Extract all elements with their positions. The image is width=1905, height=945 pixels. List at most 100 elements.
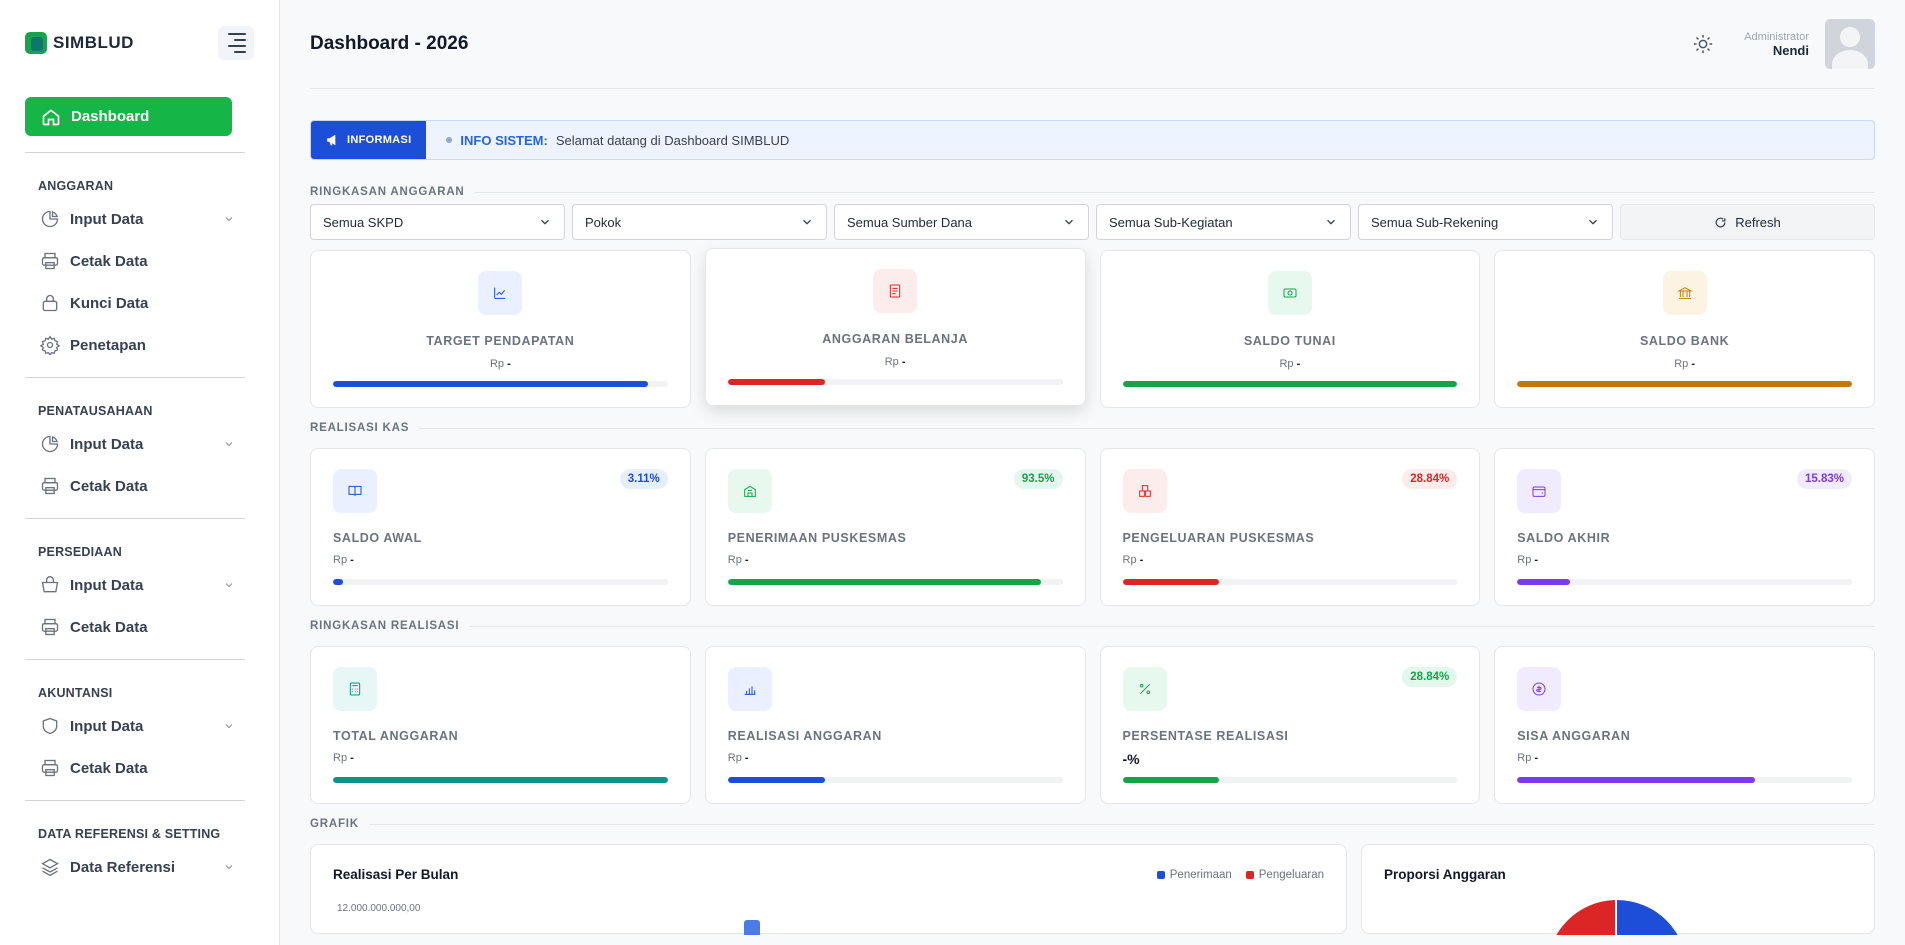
card-value-number: - [744, 752, 749, 764]
sidebar-item[interactable]: Penetapan [40, 329, 235, 361]
sidebar-item[interactable]: Data Referensi [40, 851, 235, 883]
sidebar-section: AKUNTANSI Input Data Cetak Data [0, 659, 279, 784]
progress-fill [727, 579, 1041, 585]
sidebar-nav: ANGGARAN Input Data Cetak Data Kunci Data Pe… [0, 152, 279, 883]
filter-select[interactable]: Semua Sumber Dana [834, 204, 1089, 240]
sidebar-section-title: AKUNTANSI [38, 686, 113, 700]
percent-badge: 28.84% [1402, 469, 1458, 489]
card-value-number: - [350, 752, 354, 764]
sidebar-item-dashboard[interactable]: Dashboard [25, 97, 232, 136]
chart-legend: Penerimaan Pengeluaran [1156, 869, 1324, 881]
sidebar-divider [25, 152, 245, 153]
menu-toggle-button[interactable] [218, 26, 254, 60]
sidebar-section: ANGGARAN Input Data Cetak Data Kunci Data Pe… [0, 152, 279, 361]
filter-select[interactable]: Semua Sub-Rekening [1358, 204, 1613, 240]
sidebar-item[interactable]: Cetak Data [40, 470, 235, 502]
percent-badge: 15.83% [1796, 469, 1852, 489]
card-value-number: - [1534, 752, 1539, 764]
sidebar-item-label: Penetapan [70, 336, 146, 354]
card-icon-wrap [1122, 469, 1167, 513]
stat-card[interactable]: TOTAL ANGGARAN Rp - [310, 646, 691, 804]
book-icon [348, 485, 362, 496]
card-icon-wrap [478, 271, 523, 315]
sidebar-divider [25, 659, 245, 660]
chart-bar[interactable] [744, 920, 760, 935]
summary-card[interactable]: TARGET PENDAPATAN Rp - [310, 250, 691, 408]
progress-bar [1122, 579, 1458, 585]
info-label: INFO SISTEM: [460, 132, 548, 148]
legend-item-pengeluaran[interactable]: Pengeluaran [1245, 869, 1324, 881]
card-value: Rp - [1123, 554, 1458, 566]
sidebar-item[interactable]: Input Data [40, 203, 235, 235]
summary-card[interactable]: SALDO BANK Rp - [1494, 250, 1875, 408]
summary-card[interactable]: ANGGARAN BELANJA Rp - [704, 248, 1086, 406]
sidebar-divider [25, 518, 245, 519]
sidebar-section: PERSEDIAAN Input Data Cetak Data [0, 518, 279, 643]
sidebar-item[interactable]: Cetak Data [40, 752, 235, 784]
section-ringkasan-anggaran: RINGKASAN ANGGARAN [310, 186, 1875, 198]
stat-card[interactable]: 28.84% PERSENTASE REALISASI -% [1099, 646, 1481, 804]
stat-card[interactable]: 28.84% PENGELUARAN PUSKESMAS Rp - [1099, 448, 1481, 606]
card-value: Rp - [706, 356, 1085, 368]
filter-select[interactable]: Semua SKPD [310, 204, 565, 240]
filter-select[interactable]: Semua Sub-Kegiatan [1096, 204, 1351, 240]
card-value-prefix: Rp [727, 752, 742, 764]
theme-toggle-icon[interactable] [1692, 33, 1714, 55]
logo-mark-icon [25, 32, 47, 54]
printer-icon [41, 252, 59, 270]
stat-card[interactable]: SISA ANGGARAN Rp - [1494, 646, 1875, 804]
sidebar-item[interactable]: Input Data [40, 428, 235, 460]
section-realisasi-kas: REALISASI KAS [310, 422, 1875, 434]
legend-item-penerimaan[interactable]: Penerimaan [1156, 869, 1232, 881]
pie-slice-penerimaan[interactable] [1617, 900, 1687, 935]
filter-value: Semua Sub-Kegiatan [1109, 214, 1233, 230]
avatar[interactable] [1825, 19, 1875, 69]
sidebar-divider [25, 377, 245, 378]
sidebar-item-label: Input Data [70, 435, 144, 453]
refresh-label: Refresh [1735, 214, 1781, 230]
logo-text: SIMBLUD [53, 33, 134, 52]
sidebar-item[interactable]: Input Data [40, 569, 235, 601]
card-value-prefix: Rp [1517, 554, 1532, 566]
sidebar-item[interactable]: Cetak Data [40, 245, 235, 277]
legend-label: Pengeluaran [1258, 869, 1324, 881]
card-value-prefix: Rp [333, 554, 348, 566]
refresh-icon [1715, 217, 1726, 227]
user-info[interactable]: Administrator Nendi [1744, 31, 1809, 58]
pie-chart-icon [41, 210, 59, 228]
app-logo[interactable]: SIMBLUD [25, 32, 134, 54]
card-value-number: - [1691, 358, 1696, 370]
sidebar-item[interactable]: Kunci Data [40, 287, 235, 319]
filter-select[interactable]: Pokok [572, 204, 827, 240]
progress-bar [1517, 777, 1852, 783]
card-value-number: - [507, 358, 511, 370]
printer-icon [41, 759, 59, 777]
sidebar-divider [25, 800, 245, 801]
sidebar-item[interactable]: Cetak Data [40, 611, 235, 643]
percent-badge: 3.11% [619, 469, 668, 489]
card-title: TARGET PENDAPATAN [426, 334, 575, 348]
progress-bar [1122, 381, 1458, 387]
stat-card[interactable]: 3.11% SALDO AWAL Rp - [310, 448, 691, 606]
card-value-prefix: Rp [727, 554, 742, 566]
pie-slice-pengeluaran[interactable] [1547, 900, 1617, 935]
stat-card[interactable]: 93.5% PENERIMAAN PUSKESMAS Rp - [704, 448, 1086, 606]
refresh-button[interactable]: Refresh [1620, 204, 1875, 240]
card-value-prefix: Rp [489, 358, 505, 370]
sidebar-item-label: Input Data [70, 717, 144, 735]
chevron-down-icon [225, 217, 233, 222]
sidebar-item-label: Input Data [70, 576, 144, 594]
card-value: Rp - [728, 554, 1063, 566]
summary-card[interactable]: SALDO TUNAI Rp - [1099, 250, 1481, 408]
card-icon-wrap [873, 269, 918, 313]
legend-swatch [1156, 871, 1165, 879]
coin-icon [1532, 682, 1546, 696]
section-grafik: GRAFIK [310, 818, 1875, 830]
sidebar-item[interactable]: Input Data [40, 710, 235, 742]
stat-card[interactable]: REALISASI ANGGARAN Rp - [704, 646, 1086, 804]
stat-card[interactable]: 15.83% SALDO AKHIR Rp - [1494, 448, 1875, 606]
megaphone-icon [327, 134, 336, 146]
sidebar-section-title: PERSEDIAAN [38, 545, 122, 559]
chevron-down-icon [541, 219, 549, 225]
charts-row: Realisasi Per Bulan Penerimaan Pengeluar… [310, 844, 1875, 935]
